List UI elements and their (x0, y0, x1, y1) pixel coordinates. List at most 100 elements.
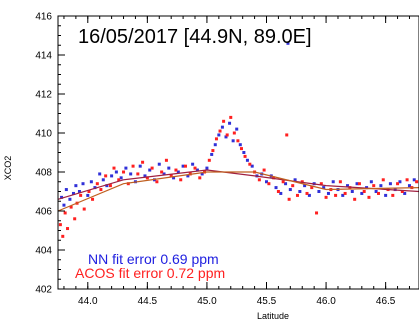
nn-data-point (264, 180, 268, 184)
nn-data-point (235, 127, 239, 131)
acos-data-point (69, 205, 73, 209)
nn-data-point (369, 180, 373, 184)
nn-data-point (101, 178, 105, 182)
nn-data-point (293, 178, 297, 182)
acos-data-point (281, 180, 285, 184)
nn-data-point (213, 143, 217, 147)
nn-data-point (286, 41, 290, 45)
axis-ticks: 44.0 44.5 45.0 45.5 46.0 46.5 402 404 406 408 410 4… (35, 12, 410, 307)
nn-data-point (360, 191, 364, 195)
acos-data-point (376, 191, 380, 195)
acos-data-point (136, 172, 140, 176)
nn-data-point (374, 190, 378, 193)
nn-data-point (326, 191, 330, 195)
acos-data-point (239, 147, 243, 151)
nn-data-point (138, 164, 142, 168)
acos-data-point (79, 193, 83, 197)
nn-data-point (407, 184, 411, 188)
acos-data-point (396, 182, 400, 186)
acos-data-point (225, 133, 229, 137)
y-tick-label: 414 (35, 51, 52, 62)
acos-data-point (164, 158, 168, 162)
acos-data-point (145, 176, 149, 180)
x-tick-label: 44.0 (78, 296, 98, 307)
nn-data-point (64, 188, 68, 192)
acos-data-point (324, 195, 328, 199)
nn-data-point (119, 176, 123, 180)
nn-data-point (86, 193, 90, 197)
acos-data-point (179, 178, 183, 182)
acos-data-point (108, 184, 112, 188)
acos-data-point (95, 182, 99, 186)
acos-data-point (174, 168, 178, 172)
nn-data-point (288, 188, 292, 192)
acos-data-point (357, 182, 361, 186)
acos-data-point (362, 190, 366, 193)
acos-data-point (131, 164, 135, 168)
acos-data-point (334, 193, 338, 197)
nn-data-point (331, 180, 335, 184)
plot-marks (57, 41, 419, 238)
nn-data-point (77, 190, 81, 193)
acos-data-point (262, 168, 266, 172)
nn-data-point (148, 168, 152, 172)
acos-data-point (248, 162, 252, 166)
acos-data-point (295, 193, 299, 197)
acos-data-point (112, 166, 116, 170)
nn-fit-error-annotation: NN fit error 0.69 ppm (88, 251, 219, 267)
nn-data-point (322, 186, 326, 190)
nn-data-point (379, 184, 383, 188)
acos-data-point (338, 180, 342, 184)
acos-data-point (232, 131, 236, 135)
nn-data-point (62, 203, 66, 207)
nn-data-point (242, 151, 246, 154)
nn-data-point (403, 191, 407, 195)
acos-data-point (160, 170, 164, 174)
acos-data-point (117, 178, 121, 182)
nn-data-point (181, 164, 185, 168)
acos-data-point (155, 180, 159, 184)
nn-data-point (60, 195, 64, 199)
nn-data-point (105, 184, 109, 188)
nn-data-point (231, 139, 235, 143)
x-tick-label: 45.5 (257, 296, 277, 307)
y-tick-label: 404 (35, 246, 52, 257)
nn-data-point (384, 193, 388, 197)
nn-data-point (279, 191, 283, 195)
nn-data-point (186, 174, 190, 178)
nn-data-point (238, 143, 242, 147)
nn-data-point (228, 121, 232, 125)
nn-data-point (143, 174, 147, 178)
nn-data-point (274, 186, 278, 190)
acos-data-point (229, 115, 233, 119)
acos-data-point (415, 180, 419, 184)
nn-fit-line (57, 169, 419, 200)
acos-data-point (391, 193, 395, 197)
nn-data-point (176, 170, 180, 174)
nn-data-point (284, 182, 288, 186)
acos-data-point (287, 197, 291, 201)
nn-data-point (98, 172, 102, 176)
acos-data-point (291, 184, 295, 188)
nn-data-point (245, 158, 249, 162)
x-tick-label: 46.0 (316, 296, 336, 307)
nn-data-point (298, 190, 302, 193)
acos-data-point (310, 186, 314, 190)
acos-data-point (300, 180, 304, 184)
y-tick-label: 408 (35, 168, 52, 179)
chart-title: 16/05/2017 [44.9N, 89.0E] (78, 26, 312, 48)
y-tick-label: 416 (35, 12, 52, 23)
nn-data-point (200, 172, 204, 176)
nn-data-point (205, 166, 209, 170)
nn-data-point (220, 125, 224, 129)
acos-data-point (126, 182, 130, 186)
acos-fit-line (57, 171, 419, 212)
nn-data-point (162, 172, 166, 176)
acos-data-point (405, 178, 409, 182)
nn-data-point (68, 197, 72, 201)
nn-data-point (172, 176, 176, 180)
acos-data-point (63, 211, 67, 215)
acos-data-point (367, 195, 371, 199)
y-tick-label: 402 (35, 285, 52, 296)
